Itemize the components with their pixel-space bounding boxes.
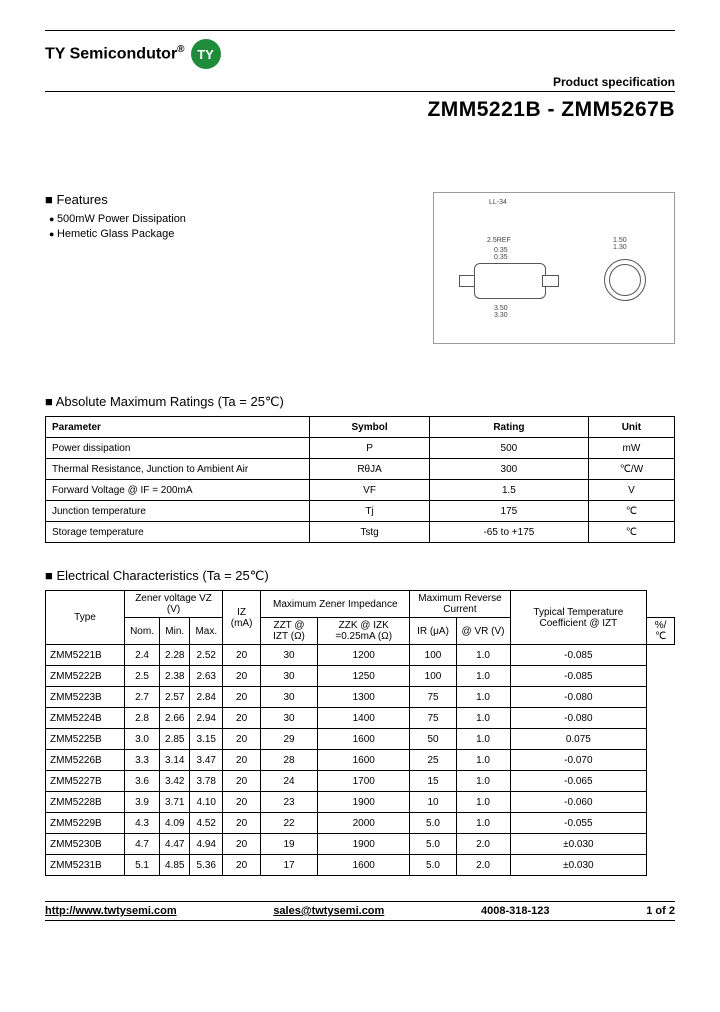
table-row: Junction temperatureTj175℃ [46, 501, 675, 522]
footer-page: 1 of 2 [646, 905, 675, 917]
table-row: ZMM5229B4.34.094.52202220005.01.0-0.055 [46, 813, 675, 834]
amr-table: ParameterSymbolRatingUnit Power dissipat… [45, 416, 675, 543]
part-number-title: ZMM5221B - ZMM5267B [45, 98, 675, 122]
table-row: ZMM5222B2.52.382.63203012501001.0-0.085 [46, 666, 675, 687]
package-diagram: LL-34 2.5REF 0.35 0.35 3.50 3.30 1.50 1.… [433, 192, 675, 344]
table-row: ZMM5227B3.63.423.7820241700151.0-0.065 [46, 771, 675, 792]
table-row: Thermal Resistance, Junction to Ambient … [46, 459, 675, 480]
spec-label: Product specification [45, 75, 675, 89]
feature-item: Hemetic Glass Package [49, 228, 413, 240]
table-row: Forward Voltage @ IF = 200mAVF1.5V [46, 480, 675, 501]
table-row: ZMM5224B2.82.662.9420301400751.0-0.080 [46, 708, 675, 729]
table-row: Power dissipationP500mW [46, 438, 675, 459]
table-row: ZMM5226B3.33.143.4720281600251.0-0.070 [46, 750, 675, 771]
feature-item: 500mW Power Dissipation [49, 213, 413, 225]
footer-url[interactable]: http://www.twtysemi.com [45, 905, 177, 917]
table-row: ZMM5221B2.42.282.52203012001001.0-0.085 [46, 645, 675, 666]
table-row: ZMM5225B3.02.853.1520291600501.00.075 [46, 729, 675, 750]
features-heading: Features [45, 192, 413, 207]
features-section: Features 500mW Power Dissipation Hemetic … [45, 192, 413, 243]
table-row: ZMM5223B2.72.572.8420301300751.0-0.080 [46, 687, 675, 708]
ec-table: Type Zener voltage VZ (V) IZ (mA) Maximu… [45, 590, 675, 876]
brand-name: TY Semicondutor® [45, 44, 185, 63]
brand-logo-icon: TY [191, 39, 221, 69]
footer-email[interactable]: sales@twtysemi.com [273, 905, 384, 917]
brand-header: TY Semicondutor® TY [45, 39, 675, 69]
table-row: Storage temperatureTstg-65 to +175℃ [46, 522, 675, 543]
footer-phone: 4008-318-123 [481, 905, 550, 917]
amr-heading: Absolute Maximum Ratings (Ta = 25℃) [45, 394, 675, 410]
table-row: ZMM5228B3.93.714.1020231900101.0-0.060 [46, 792, 675, 813]
ec-heading: Electrical Characteristics (Ta = 25℃) [45, 568, 675, 584]
table-row: ZMM5230B4.74.474.94201919005.02.0±0.030 [46, 834, 675, 855]
page-footer: http://www.twtysemi.com sales@twtysemi.c… [45, 901, 675, 921]
table-row: ZMM5231B5.14.855.36201716005.02.0±0.030 [46, 855, 675, 876]
